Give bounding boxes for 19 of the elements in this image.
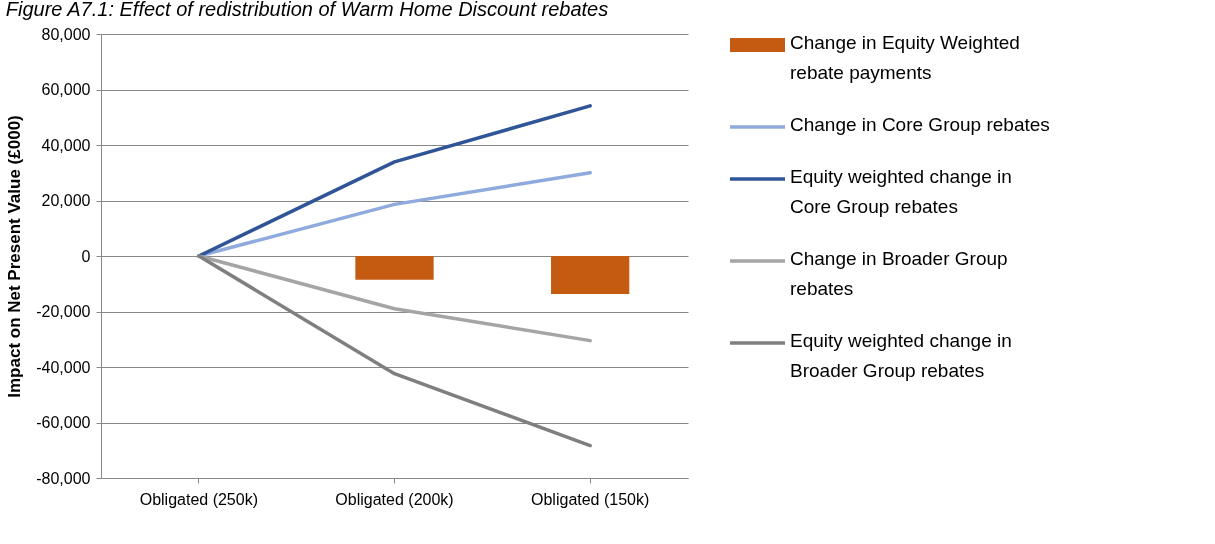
y-tick-label: 40,000 [41,136,91,154]
legend-label: Change in Broader Group rebates [790,248,1008,299]
legend-label: Change in Core Group rebates [790,114,1050,135]
y-tick-label: 20,000 [41,192,91,209]
y-tick-label: 60,000 [41,81,91,98]
y-tick-label: -80,000 [36,469,91,487]
chart-title: Figure A7.1: Effect of redistribution of Warm Home Discount rebates [5,0,609,20]
legend-label: Equity weighted change in Core Group rebates [790,166,1012,217]
legend-label: Change in Equity Weighted rebate payments [790,32,1020,83]
x-tick-label: Obligated (250k) [139,490,258,508]
y-tick-label: -20,000 [36,303,91,320]
legend-label: Equity weighted change in Broader Group rebates [790,330,1012,381]
y-tick-label: 80,000 [41,25,91,43]
y-tick-label: 0 [81,247,91,265]
x-tick-label: Obligated (200k) [335,490,454,508]
y-tick-label: -40,000 [36,358,91,376]
x-tick-label: Obligated (150k) [531,490,650,508]
y-axis-title: Impact on Net Present Value (£000) [5,115,25,398]
y-tick-label: -60,000 [36,414,91,431]
